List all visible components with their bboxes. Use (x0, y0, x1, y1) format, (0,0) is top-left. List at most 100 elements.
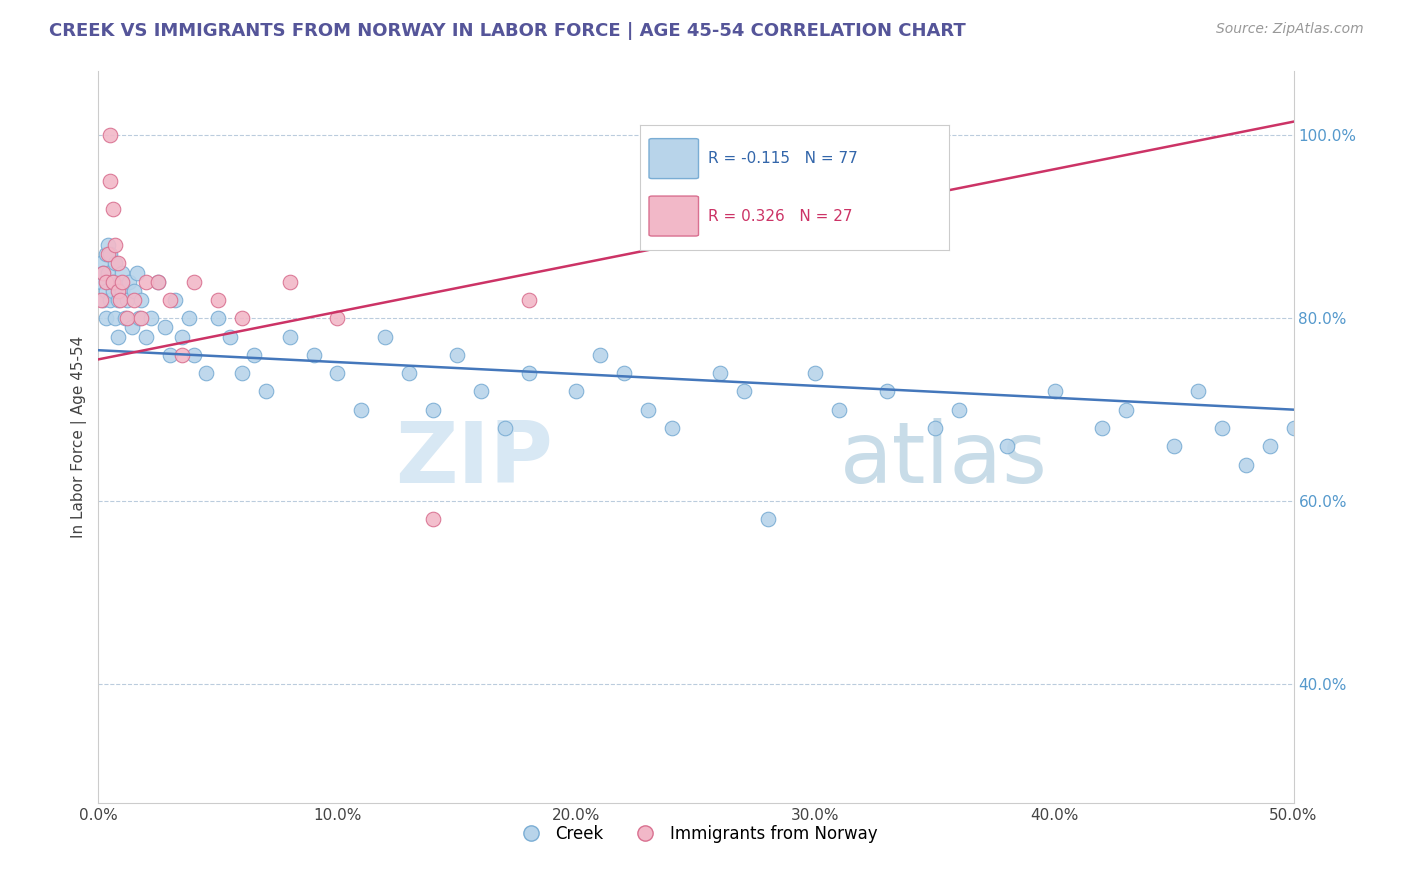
Point (709, 366, 731, 380)
Point (446, 348, 468, 362)
Point (91, 293, 114, 307)
Point (350, 402, 373, 417)
Point (94, 284, 117, 298)
Point (91, 266, 114, 280)
Point (422, 402, 444, 417)
Point (1211, 421, 1233, 435)
Point (97, 238, 120, 252)
Point (756, 512, 779, 526)
Point (90, 256, 112, 270)
Point (278, 275, 301, 289)
Point (114, 311, 136, 326)
Point (111, 266, 134, 280)
Point (139, 311, 162, 326)
Point (661, 421, 683, 435)
Point (101, 275, 124, 289)
Point (159, 293, 181, 307)
Point (101, 284, 124, 298)
Point (494, 421, 516, 435)
Text: ZIP: ZIP (395, 417, 553, 500)
Point (101, 275, 124, 289)
Point (1115, 402, 1137, 417)
Point (207, 293, 229, 307)
Point (148, 275, 170, 289)
Point (97, 266, 120, 280)
Point (924, 421, 946, 435)
FancyBboxPatch shape (650, 138, 699, 178)
Point (108, 275, 131, 289)
Point (804, 366, 827, 380)
Point (159, 348, 181, 362)
Point (219, 329, 242, 343)
Point (398, 366, 420, 380)
Point (131, 293, 153, 307)
Point (98, 174, 122, 188)
Point (231, 366, 253, 380)
Point (470, 384, 492, 399)
Point (111, 275, 134, 289)
Point (107, 256, 129, 270)
Y-axis label: In Labor Force | Age 45-54: In Labor Force | Age 45-54 (72, 336, 87, 538)
Point (98, 293, 122, 307)
Point (107, 329, 129, 343)
Point (101, 202, 124, 216)
Point (1258, 439, 1281, 453)
Point (90, 275, 112, 289)
Point (1091, 421, 1114, 435)
Point (108, 293, 131, 307)
Point (1163, 439, 1185, 453)
Point (90, 293, 112, 307)
FancyBboxPatch shape (650, 196, 699, 236)
Point (128, 311, 150, 326)
Point (637, 402, 659, 417)
Point (565, 384, 588, 399)
Text: R = -0.115   N = 77: R = -0.115 N = 77 (707, 151, 858, 166)
Point (517, 293, 540, 307)
Text: atlas: atlas (839, 417, 1047, 500)
Point (163, 293, 186, 307)
Point (131, 311, 153, 326)
Point (104, 238, 127, 252)
Point (948, 402, 970, 417)
Point (94, 275, 117, 289)
Point (326, 311, 349, 326)
Point (1043, 384, 1066, 399)
Point (124, 284, 146, 298)
Point (155, 320, 177, 334)
Point (104, 311, 127, 326)
Point (1234, 458, 1257, 472)
Point (995, 439, 1018, 453)
Point (876, 384, 898, 399)
Point (422, 512, 444, 526)
Point (1282, 421, 1305, 435)
Point (254, 384, 277, 399)
Point (183, 348, 205, 362)
Point (1187, 384, 1209, 399)
Point (107, 293, 129, 307)
Point (613, 366, 636, 380)
Text: R = 0.326   N = 27: R = 0.326 N = 27 (707, 209, 852, 224)
Point (111, 284, 134, 298)
Point (104, 256, 127, 270)
Point (115, 311, 138, 326)
Point (589, 348, 612, 362)
Point (115, 293, 138, 307)
Point (124, 293, 146, 307)
Point (195, 366, 218, 380)
Point (733, 384, 755, 399)
Point (207, 311, 229, 326)
Text: CREEK VS IMMIGRANTS FROM NORWAY IN LABOR FORCE | AGE 45-54 CORRELATION CHART: CREEK VS IMMIGRANTS FROM NORWAY IN LABOR… (49, 22, 966, 40)
Point (302, 348, 325, 362)
Point (91, 266, 114, 280)
Point (326, 366, 349, 380)
Point (121, 320, 143, 334)
Point (94, 311, 117, 326)
Point (94, 247, 117, 261)
Point (148, 275, 170, 289)
Point (231, 311, 253, 326)
Point (517, 366, 540, 380)
Point (118, 275, 141, 289)
Point (374, 329, 396, 343)
Point (97, 247, 120, 261)
Point (828, 402, 851, 417)
